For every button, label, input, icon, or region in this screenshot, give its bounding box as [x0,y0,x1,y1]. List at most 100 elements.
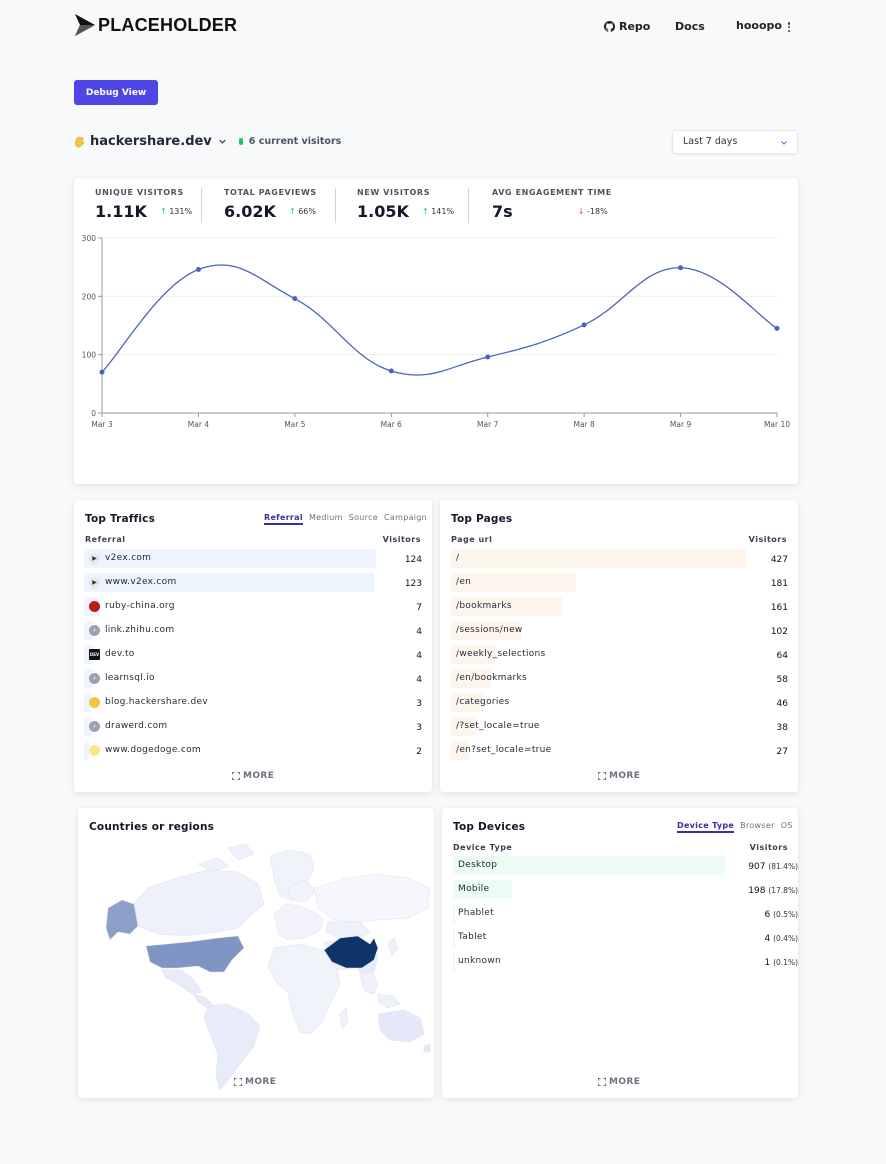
data-point[interactable] [195,267,201,272]
visitors-line-chart: 0 100 200 300 Mar 3 Mar 4 Mar 5 Mar 6 Mar 7 Mar 8… [82,234,791,429]
column-header-visitors: Visitors [382,535,421,544]
more-button[interactable]: MORE [598,1077,640,1087]
visitor-count: 4 (0.4%) [764,934,798,944]
map-region-canada [133,869,265,937]
more-button[interactable]: MORE [598,771,640,781]
visitor-count: 46 [776,699,788,709]
list-item[interactable]: ▶ www.v2ex.com 123 [84,573,422,592]
tab-browser[interactable]: Browser [740,821,775,830]
data-point[interactable] [774,325,780,331]
list-item[interactable]: /en 181 [451,573,788,592]
list-item[interactable]: ▶ v2ex.com 124 [84,549,422,568]
share-bar [451,645,496,664]
repo-link[interactable]: Repo [604,20,650,33]
docs-link[interactable]: Docs [675,20,705,33]
expand-icon [232,772,240,780]
data-point[interactable] [581,322,587,328]
list-item[interactable]: blog.hackershare.dev 3 [84,693,422,712]
list-item[interactable]: /en?set_locale=true 27 [451,741,788,760]
map-region-united-states [145,935,245,973]
referrer-label: ruby-china.org [105,601,175,611]
list-item[interactable]: › drawerd.com 3 [84,717,422,736]
column-header-visitors: Visitors [748,535,787,544]
list-item[interactable]: /en/bookmarks 58 [451,669,788,688]
referrer-label: drawerd.com [105,721,168,731]
tab-referral[interactable]: Referral [264,513,303,525]
stat-new-visitors[interactable]: NEW VISITORS 1.05K ↑ 141% [357,188,454,221]
list-item[interactable]: Desktop 907 (81.4%) [453,856,798,875]
list-item[interactable]: Phablet 6 (0.5%) [453,904,798,923]
card-title: Top Pages [451,513,513,525]
referrer-label: learnsql.io [105,673,155,683]
tab-medium[interactable]: Medium [308,513,343,522]
tab-os[interactable]: OS [780,821,793,830]
more-vertical-icon[interactable] [785,20,793,34]
stat-change: ↑ 66% [288,207,316,216]
x-tick-label: Mar 5 [284,420,306,429]
map-region-mexico [161,969,203,995]
data-point[interactable] [388,368,394,374]
visitor-count: 38 [776,723,788,733]
more-button[interactable]: MORE [234,1077,276,1087]
brand-logo[interactable]: PLACEHOLDER [74,12,237,38]
data-point[interactable] [485,354,491,360]
more-button[interactable]: MORE [232,771,274,781]
list-item[interactable]: › learnsql.io 4 [84,669,422,688]
stat-unique-visitors[interactable]: UNIQUE VISITORS 1.11K ↑ 131% [95,188,192,221]
visitor-count: 27 [776,747,788,757]
data-point[interactable] [99,369,105,375]
share-bar [453,952,455,971]
dogedoge-icon [89,745,100,756]
y-tick-label: 200 [82,292,97,301]
map-region-africa [267,943,341,1035]
tab-source[interactable]: Source [348,513,379,522]
ruby-china-icon [89,601,100,612]
share-bar [453,880,513,899]
tab-device-type[interactable]: Device Type [677,821,735,833]
list-item[interactable]: /bookmarks 161 [451,597,788,616]
stat-total-pageviews[interactable]: TOTAL PAGEVIEWS 6.02K ↑ 66% [224,188,317,221]
device-type-label: Tablet [458,932,487,942]
share-bar [451,621,522,640]
list-item[interactable]: /categories 46 [451,693,788,712]
data-point[interactable] [292,296,298,302]
map-region-australia [377,1009,425,1043]
list-item[interactable]: ruby-china.org 7 [84,597,422,616]
stat-avg-engagement-time[interactable]: AVG ENGAGEMENT TIME 7s ↓ -18% [492,188,612,221]
list-item[interactable]: www.dogedoge.com 2 [84,741,422,760]
list-item[interactable]: › link.zhihu.com 4 [84,621,422,640]
tab-campaign[interactable]: Campaign [384,513,428,522]
list-item[interactable]: /weekly_selections 64 [451,645,788,664]
world-map [105,843,431,1091]
list-item[interactable]: /?set_locale=true 38 [451,717,788,736]
site-selector[interactable]: hackershare.dev 6 current visitors [74,134,341,149]
live-indicator-dot [238,138,243,145]
user-name[interactable]: hooopo [736,19,782,32]
x-tick-label: Mar 10 [764,420,790,429]
date-range-select[interactable]: Last 7 days [672,130,798,154]
stat-change: ↑ 141% [421,207,455,216]
list-item[interactable]: /sessions/new 102 [451,621,788,640]
site-name: hackershare.dev [90,134,212,149]
visitor-count: 4 [416,627,422,637]
page-url-label: /?set_locale=true [456,721,540,731]
list-item[interactable]: Tablet 4 (0.4%) [453,928,798,947]
list-item[interactable]: DEV dev.to 4 [84,645,422,664]
map-region-japan [387,937,399,957]
list-item[interactable]: unknown 1 (0.1%) [453,952,798,971]
divider [201,188,202,223]
arrow-down-icon: ↓ [577,207,585,216]
v2ex-icon: ▶ [89,553,100,564]
card-title: Top Devices [453,821,526,833]
list-item[interactable]: Mobile 198 (17.8%) [453,880,798,899]
debug-view-button[interactable]: Debug View [74,80,158,105]
share-bar [451,573,577,592]
page-url-label: /weekly_selections [456,649,546,659]
visitor-count: 124 [404,555,422,565]
hand-wave-icon [75,136,85,148]
list-item[interactable]: / 427 [451,549,788,568]
column-header-visitors: Visitors [749,843,788,852]
data-point[interactable] [678,265,684,271]
x-tick-label: Mar 4 [188,420,210,429]
visitor-count: 7 [416,603,422,613]
